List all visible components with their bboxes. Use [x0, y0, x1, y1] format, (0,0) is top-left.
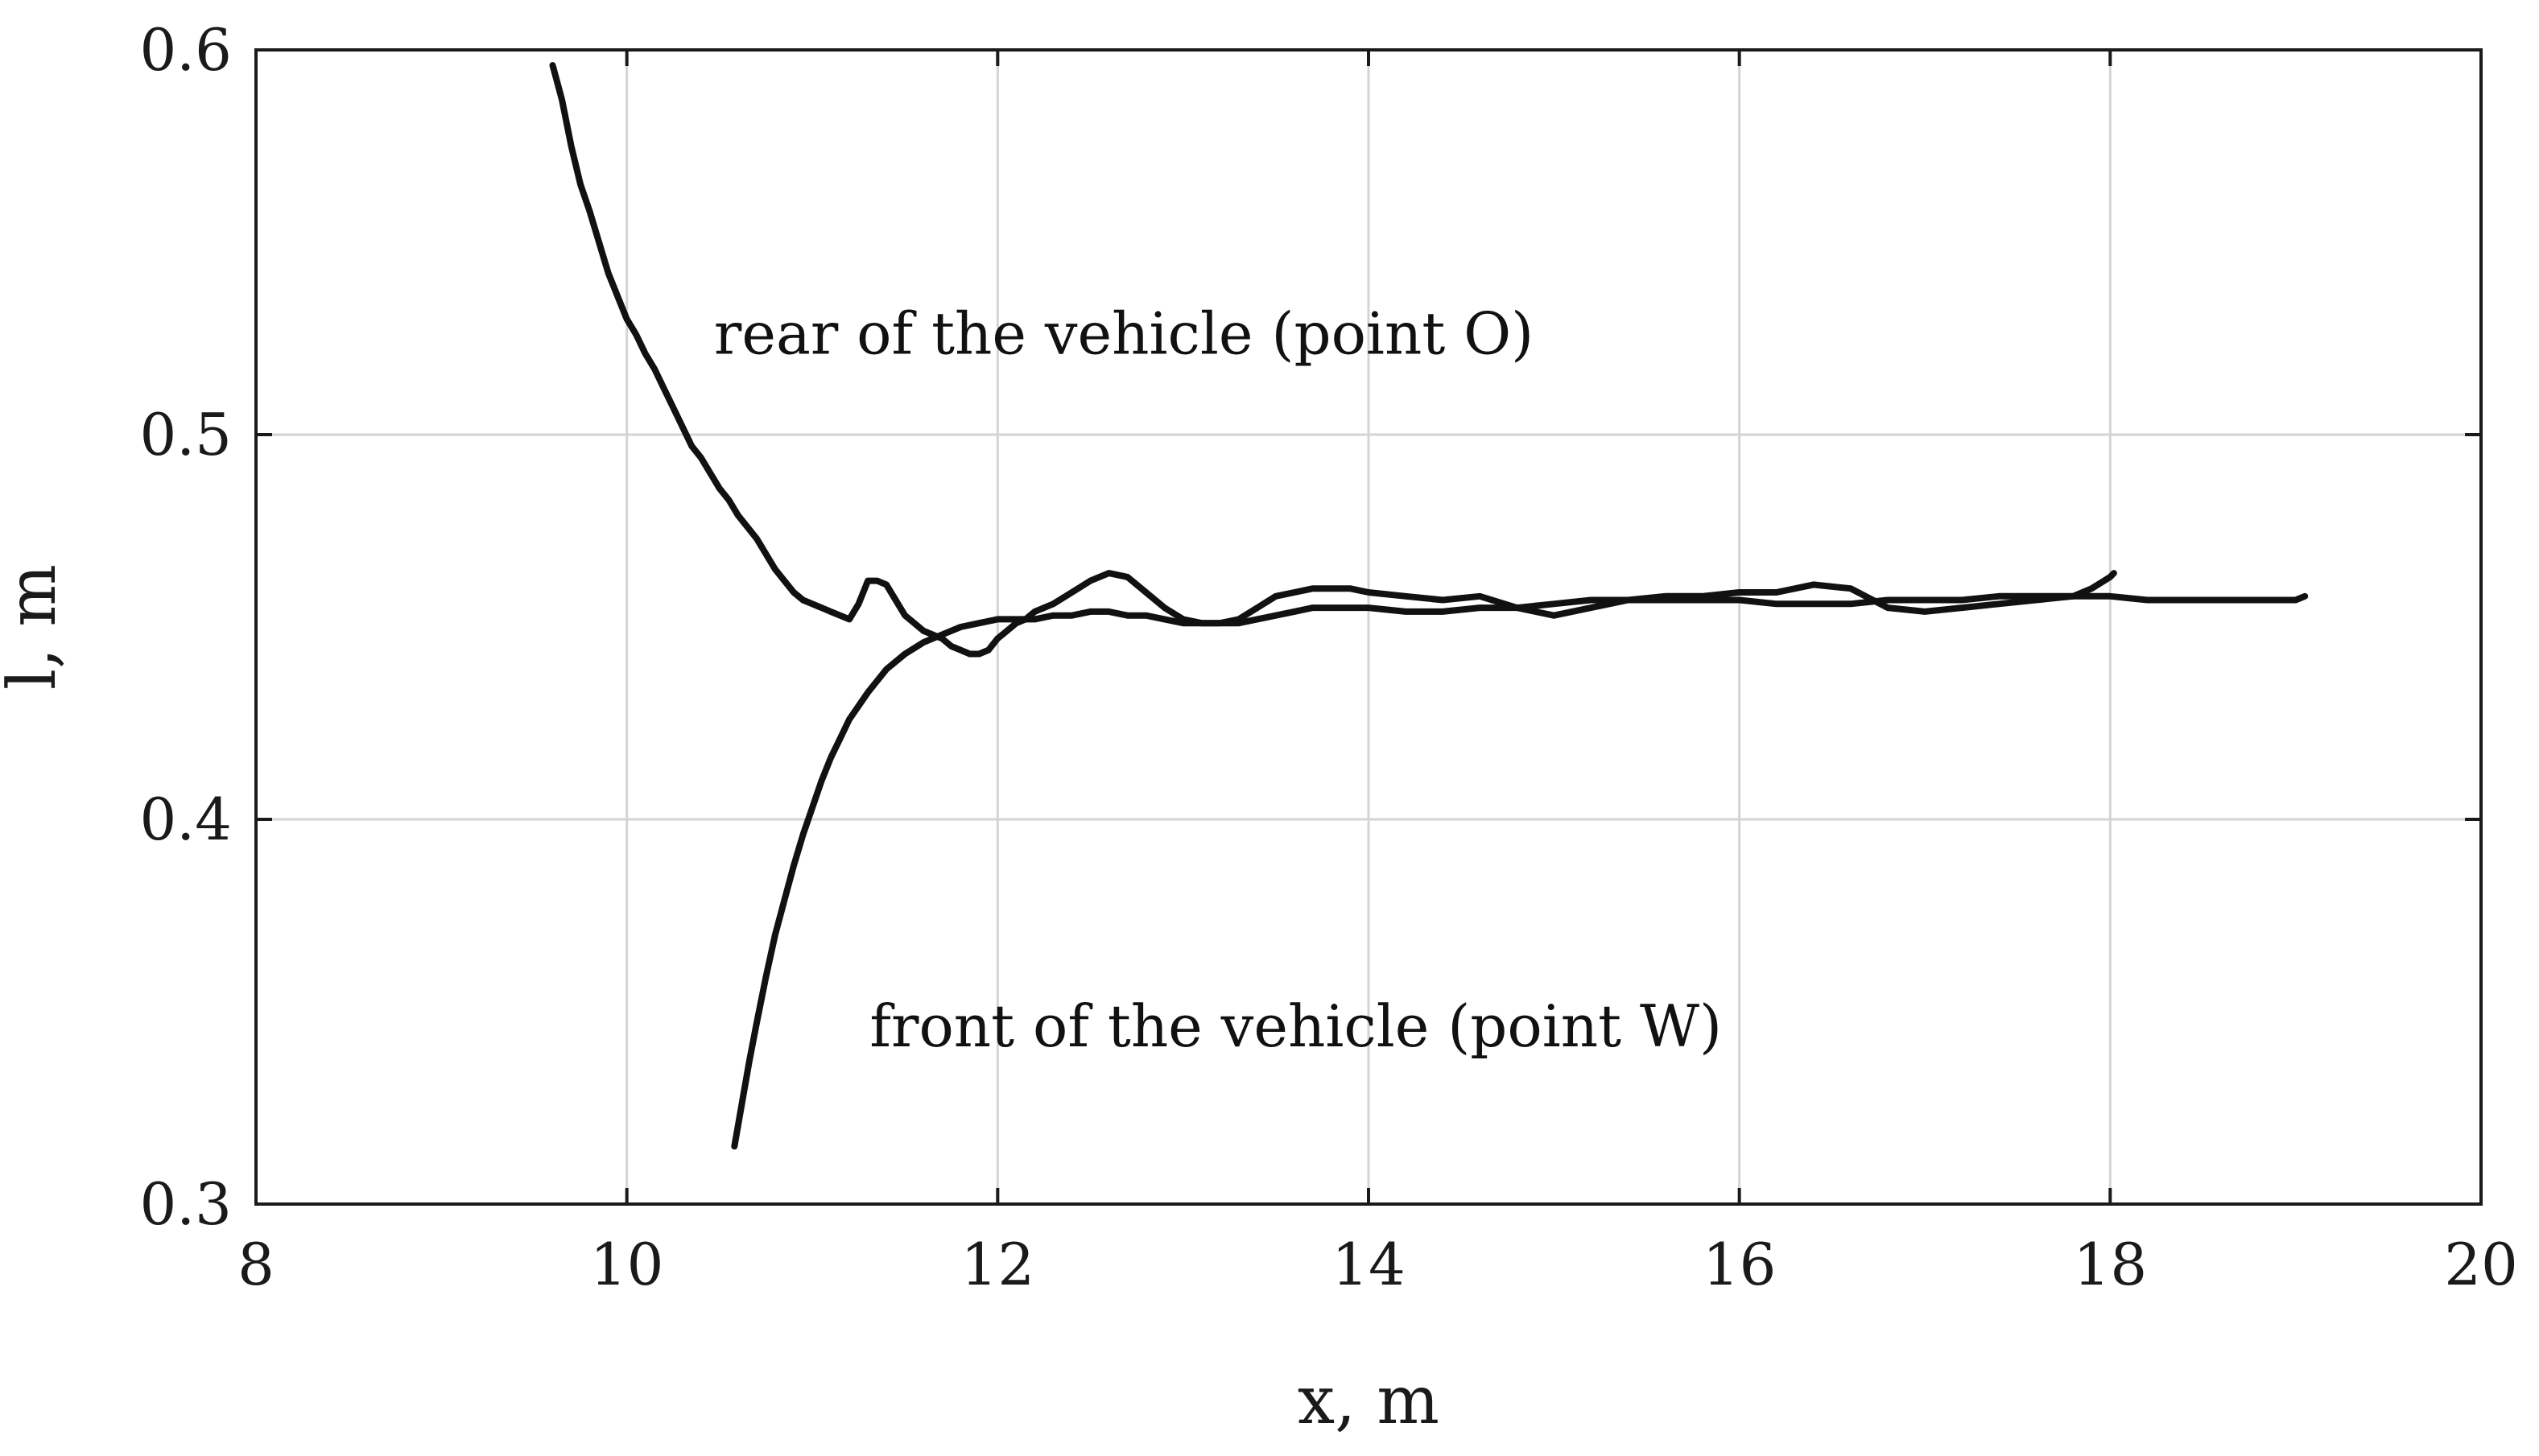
y-tick-label: 0.4: [139, 786, 232, 853]
x-tick-label: 16: [1703, 1231, 1777, 1298]
grid-lines: [256, 50, 2481, 1204]
x-tick-label: 12: [961, 1231, 1035, 1298]
x-tick-label: 18: [2074, 1231, 2148, 1298]
x-tick-label: 8: [237, 1231, 275, 1298]
x-tick-label: 20: [2444, 1231, 2518, 1298]
series-lines: [549, 62, 2309, 1150]
x-axis-title: x, m: [1298, 1363, 1439, 1439]
y-axis-title: l, m: [0, 564, 71, 690]
axis-ticks: 8 10 12 14 16 18 20 0.3 0.4 0.5 0.6: [139, 16, 2517, 1298]
x-tick-label: 14: [1331, 1231, 1406, 1298]
x-tick-label: 10: [590, 1231, 664, 1298]
y-tick-label: 0.3: [139, 1170, 232, 1238]
annotations: rear of the vehicle (point O) front of th…: [714, 300, 1722, 1060]
series-line-2: [731, 592, 2309, 1150]
y-tick-label: 0.6: [139, 16, 232, 84]
series-annotation: rear of the vehicle (point O): [714, 300, 1534, 368]
series-annotation: front of the vehicle (point W): [869, 992, 1722, 1060]
y-tick-label: 0.5: [139, 401, 232, 468]
